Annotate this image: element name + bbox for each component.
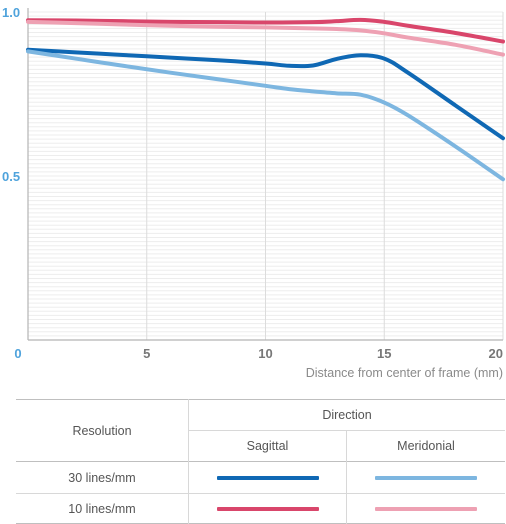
- legend-swatch-10-meridonial: [375, 507, 477, 512]
- legend-col-sagittal: Sagittal: [188, 430, 347, 462]
- legend-cell-10-sagittal: [188, 493, 347, 524]
- legend-cell-30-meridonial: [346, 461, 505, 494]
- series-lines: [26, 17, 505, 182]
- legend-swatch-30-meridonial: [375, 476, 477, 481]
- y-tick-label: 0.5: [2, 169, 20, 184]
- x-axis-label: Distance from center of frame (mm): [306, 366, 503, 380]
- legend-row-10: 10 lines/mm: [16, 493, 189, 524]
- x-tick-label: 15: [377, 346, 391, 361]
- legend-cell-30-sagittal: [188, 461, 347, 494]
- x-tick-label: 0: [14, 346, 21, 361]
- legend-cell-10-meridonial: [346, 493, 505, 524]
- x-tick-label: 10: [258, 346, 272, 361]
- legend-col-meridonial: Meridonial: [346, 430, 505, 462]
- legend-swatch-10-sagittal: [216, 507, 319, 512]
- x-tick-label: 5: [143, 346, 150, 361]
- x-tick-label: 20: [489, 346, 503, 361]
- legend-header-resolution: Resolution: [16, 399, 189, 462]
- legend-swatch-30-sagittal: [216, 476, 319, 481]
- x-tick-labels: 0 5 10 15 20: [14, 346, 503, 361]
- y-tick-labels: 0.5 1.0: [2, 5, 20, 184]
- y-tick-label: 1.0: [2, 5, 20, 20]
- legend-table: Resolution Direction Sagittal Meridonial…: [16, 399, 505, 524]
- vertical-gridlines: [146, 12, 504, 340]
- legend-row-30: 30 lines/mm: [16, 461, 189, 494]
- axes: [27, 8, 503, 341]
- mtf-chart: 0.5 1.0 0 5 10 15 20 Distance from center of …: [2, 5, 505, 380]
- series-line-10-meridonial: [26, 19, 505, 57]
- legend-header-direction: Direction: [322, 408, 372, 422]
- series-line-30-meridonial: [26, 49, 505, 182]
- series-line-30-sagittal: [26, 47, 505, 141]
- series-line-10-sagittal: [26, 17, 505, 44]
